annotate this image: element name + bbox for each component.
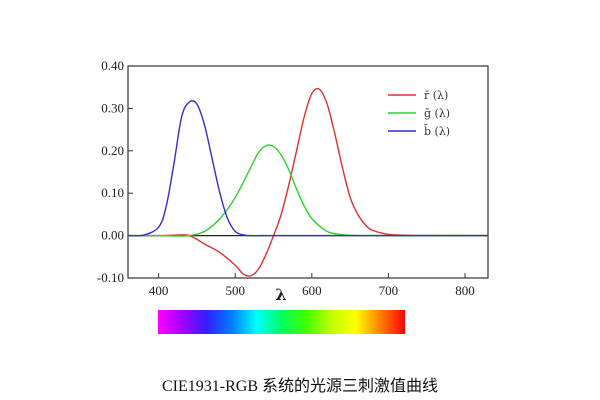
legend-label: r̄ (λ) (424, 89, 448, 102)
spectrum-color-bar (158, 310, 405, 334)
x-tick-label: 400 (149, 283, 169, 298)
plot-frame (127, 65, 489, 279)
y-tick-label: 0.00 (101, 228, 124, 243)
x-tick-label: 800 (455, 283, 475, 298)
legend-label: b̄ (λ) (424, 125, 451, 138)
tick-group: 400 500 600 700 800 -0.10 0.00 0.10 0.20 0.30 0.40 (97, 58, 475, 298)
y-tick-label: 0.30 (101, 100, 124, 115)
chart-caption: CIE1931-RGB 系统的光源三刺激值曲线 (161, 378, 438, 395)
series-line-0 (128, 87, 488, 277)
y-tick-label: -0.10 (97, 270, 124, 285)
y-tick-label: 0.10 (101, 185, 124, 200)
series-line-1 (127, 144, 488, 237)
x-tick-label: 500 (225, 283, 245, 298)
x-tick-label: 600 (302, 283, 322, 298)
series-line-2 (127, 100, 488, 237)
legend: r̄ (λ) ḡ (λ) b̄ (λ) (388, 89, 450, 138)
series-group (127, 87, 488, 277)
legend-label: ḡ (λ) (424, 107, 450, 120)
x-tick-label: 700 (379, 283, 399, 298)
y-tick-label: 0.20 (101, 143, 124, 158)
x-axis-label: λ (275, 285, 286, 304)
y-tick-label: 0.40 (101, 58, 124, 73)
